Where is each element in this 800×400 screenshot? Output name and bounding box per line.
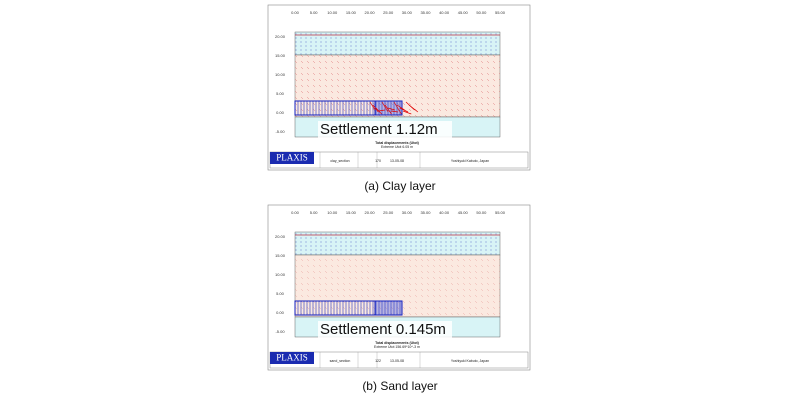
top-tick-label: 5.00: [310, 210, 319, 215]
top-tick-label: 50.00: [476, 10, 487, 15]
settlement-box: [318, 321, 452, 339]
top-tick-label: 10.00: [327, 10, 338, 15]
left-tick-label: 15.00: [275, 253, 286, 258]
left-tick-label: 10.00: [275, 72, 286, 77]
settlement-label: Settlement 1.12m: [320, 121, 438, 138]
footer-cell: clay_section: [330, 159, 349, 163]
red-arrow: [396, 104, 405, 111]
caption: (a) Clay layer: [364, 179, 435, 193]
left-tick-label: 5.00: [276, 291, 285, 296]
footer-cell: 170: [375, 159, 381, 163]
red-arrow: [375, 107, 382, 115]
left-tick-label: 0.00: [276, 310, 285, 315]
red-arrow: [399, 107, 409, 113]
top-tick-label: 35.00: [420, 10, 431, 15]
red-arrow: [408, 104, 419, 113]
footer-cell: 13-05-08: [390, 159, 404, 163]
footer-cell: sand_section: [330, 359, 351, 363]
top-tick-label: 15.00: [346, 10, 357, 15]
top-tick-label: 5.00: [310, 10, 319, 15]
footer-cell: 13-05-08: [390, 359, 404, 363]
extreme-value: Extreme Utot 6.05 m: [381, 145, 413, 149]
red-arrow: [384, 104, 392, 115]
logo-box: [270, 352, 314, 364]
red-arrow: [369, 101, 376, 111]
left-tick-label: 20.00: [275, 234, 286, 239]
left-tick-label: 10.00: [275, 272, 286, 277]
top-tick-label: 40.00: [439, 210, 450, 215]
red-arrow: [372, 104, 379, 113]
footer-cell: Yoshiyuki Kabuto, Japan: [451, 359, 489, 363]
left-tick-label: 5.00: [276, 91, 285, 96]
logo-box: [270, 152, 314, 164]
red-arrow: [393, 101, 402, 115]
top-tick-label: 0.00: [291, 210, 300, 215]
plot-title: Total displacements (Utot): [375, 341, 419, 345]
red-arrow: [387, 107, 395, 111]
top-tick-label: 45.00: [458, 10, 469, 15]
settlement-label: Settlement 0.145m: [320, 321, 446, 338]
top-tick-label: 20.00: [365, 210, 376, 215]
plot-title: Total displacements (Utot): [375, 141, 419, 145]
top-tick-label: 55.00: [495, 10, 506, 15]
footer-cell: 122: [375, 359, 381, 363]
top-tick-label: 50.00: [476, 210, 487, 215]
logo: PLAXIS: [276, 353, 308, 363]
left-tick-label: 15.00: [275, 53, 286, 58]
logo: PLAXIS: [276, 153, 308, 163]
footer-cell: Yoshiyuki Kabuto, Japan: [451, 159, 489, 163]
caption: (b) Sand layer: [362, 379, 437, 393]
extreme-value: Extreme Utot 156.69*10^-3 m: [374, 345, 420, 349]
red-arrow: [402, 110, 412, 115]
top-tick-label: 30.00: [402, 10, 413, 15]
red-arrow: [381, 101, 389, 113]
left-tick-label: 0.00: [276, 110, 285, 115]
settlement-box: [318, 121, 452, 139]
left-tick-label: -5.00: [275, 129, 285, 134]
red-arrow: [378, 109, 385, 112]
top-tick-label: 35.00: [420, 210, 431, 215]
top-tick-label: 40.00: [439, 10, 450, 15]
top-layer-arrows: [295, 232, 500, 255]
top-tick-label: 10.00: [327, 210, 338, 215]
left-tick-label: -5.00: [275, 329, 285, 334]
top-tick-label: 25.00: [383, 10, 394, 15]
top-tick-label: 20.00: [365, 10, 376, 15]
top-layer-arrows: [295, 32, 500, 55]
red-arrow: [390, 110, 399, 113]
top-tick-label: 55.00: [495, 210, 506, 215]
top-tick-label: 25.00: [383, 210, 394, 215]
pile-head: [374, 300, 403, 316]
top-tick-label: 45.00: [458, 210, 469, 215]
top-tick-label: 30.00: [402, 210, 413, 215]
top-tick-label: 0.00: [291, 10, 300, 15]
left-tick-label: 20.00: [275, 34, 286, 39]
top-tick-label: 15.00: [346, 210, 357, 215]
